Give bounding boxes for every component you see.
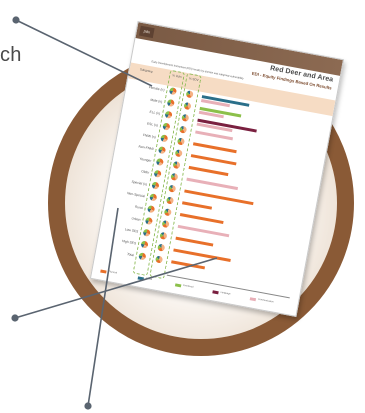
row-bar [188,165,229,177]
legend-label: Emotional [182,284,194,289]
row-bar [170,260,206,270]
row-bar [181,201,213,211]
callout-dot-middle [11,314,19,322]
row-bar [186,177,239,191]
row-bar [175,236,214,247]
report-header-band: pdx [135,22,343,76]
row-label: Younger [139,156,152,163]
legend-swatch [212,290,219,294]
row-bar [173,248,231,263]
row-label: Non-FNMI [138,144,154,152]
legend-label: Physical [108,270,118,275]
caption-fragment: ch [0,44,22,66]
legend-swatch [249,297,257,301]
legend-swatch [137,276,145,280]
row-label: FNMI (n) [142,132,157,140]
callout-dot-bottom [84,402,92,410]
row-label: ESL (n) [146,121,159,128]
row-label: ELL (n) [149,109,161,116]
row-label: Non-Special [126,191,146,199]
legend-swatch [175,283,182,287]
row-bar [179,213,224,225]
legend-swatch [100,269,107,274]
row-label: Total [126,252,135,258]
row-bar [190,154,237,166]
row-label: Urban [131,216,141,222]
row-bar [192,142,237,154]
row-bar [177,224,230,238]
row-label: Special (n) [131,179,148,187]
row-label: Male (n) [150,97,163,104]
row-label: Low SES [124,227,139,234]
row-label: Rural [134,204,143,211]
legend-label: Language [220,291,231,296]
callout-dot-top [12,16,20,24]
row-label: High SES [121,238,137,246]
legend-label: Communication [257,298,274,304]
row-bar [195,130,234,141]
row-label: Older [140,169,150,175]
brand-logo: pdx [139,25,155,39]
legend-label: Social [145,277,153,281]
